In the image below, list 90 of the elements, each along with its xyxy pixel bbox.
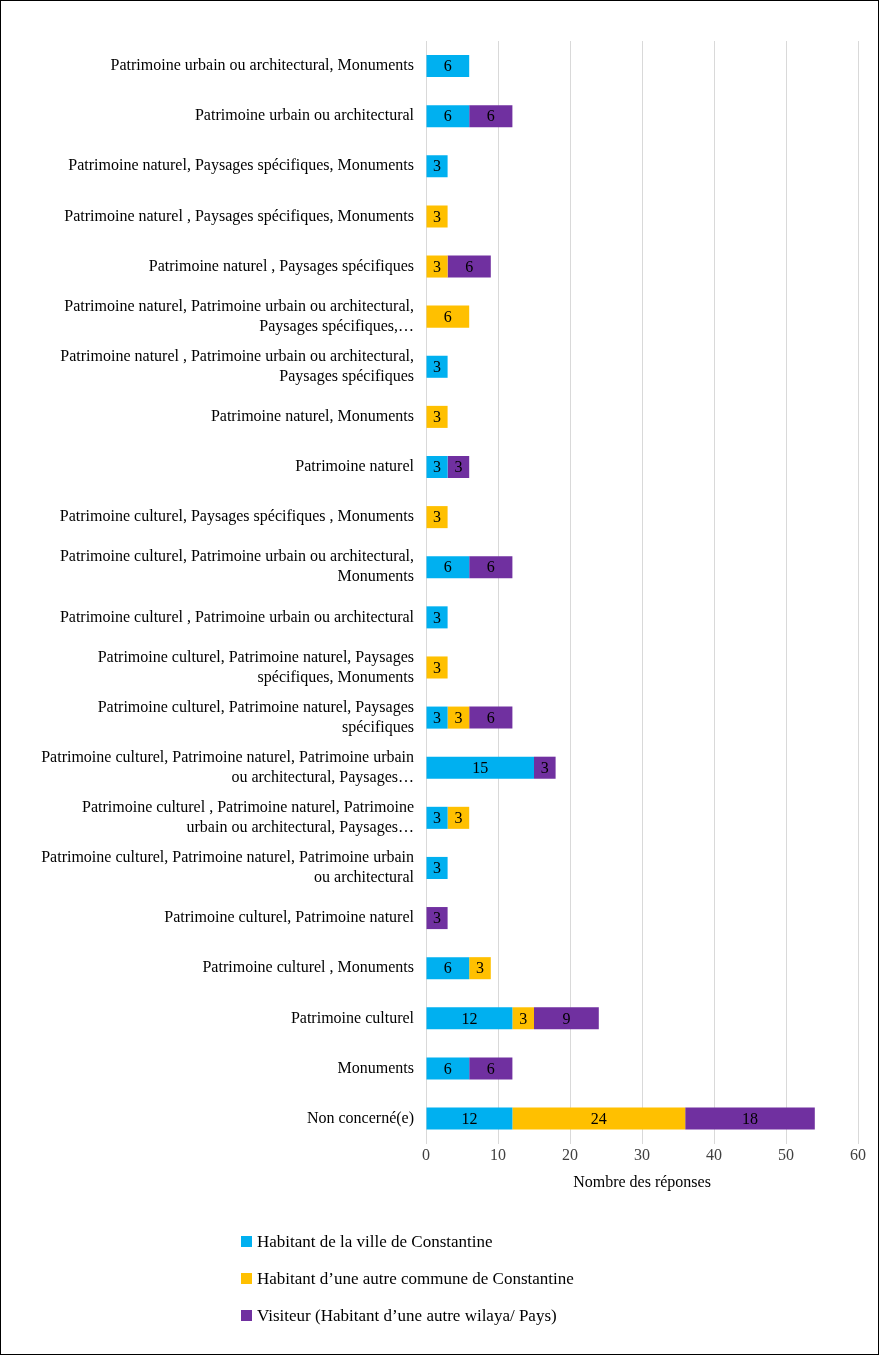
y-tick-label: Patrimoine naturel, Patrimoine urbain ou architectural, Paysages spécifiques,… — [64, 296, 414, 335]
data-label: 6 — [443, 57, 452, 75]
y-tick-label: Patrimoine culturel, Patrimoine naturel — [164, 908, 415, 926]
data-label: 6 — [443, 959, 452, 977]
bar — [469, 556, 513, 579]
x-tick-label: 10 — [490, 1146, 506, 1164]
data-label: 3 — [454, 708, 463, 726]
data-label: 9 — [562, 1009, 571, 1027]
y-tick-label: Non concerné(e) — [306, 1108, 414, 1127]
data-label: 3 — [476, 959, 484, 977]
data-label: 3 — [433, 207, 442, 225]
bar — [426, 305, 470, 328]
bar — [447, 255, 491, 278]
y-tick-label: Patrimoine culturel, Patrimoine naturel, Paysages spécifiques — [97, 697, 414, 736]
data-label: 6 — [486, 107, 495, 125]
bar — [534, 1007, 599, 1030]
data-label: 12 — [461, 1009, 478, 1027]
legend-label: Habitant de la ville de Constantine — [257, 1231, 493, 1252]
y-tick-label: Patrimoine culturel , Patrimoine urbain ou architectural — [59, 607, 415, 625]
bar — [469, 957, 491, 980]
bar — [426, 556, 470, 579]
bar — [469, 105, 513, 128]
y-tick-label: Patrimoine culturel, Paysages spécifiques , Monuments — [59, 507, 414, 526]
data-label: 3 — [433, 608, 442, 626]
data-label: 6 — [443, 558, 452, 576]
bar — [685, 1107, 815, 1130]
y-tick-label: Patrimoine culturel — [290, 1008, 415, 1026]
y-tick-label: Patrimoine naturel , Paysages spécifiques, Monuments — [64, 206, 414, 225]
y-tick-label: Patrimoine culturel, Patrimoine naturel, Paysages spécifiques, Monuments — [97, 647, 414, 686]
data-label: 6 — [443, 307, 452, 325]
data-label: 3 — [433, 458, 442, 476]
bar — [426, 105, 470, 128]
y-tick-label: Patrimoine culturel, Patrimoine naturel, Patrimoine urbain ou architectural, Paysages… — [41, 747, 414, 786]
bar — [512, 1007, 534, 1030]
data-label: 3 — [540, 758, 549, 776]
data-label: 3 — [433, 257, 442, 275]
bar — [426, 1007, 513, 1030]
y-tick-label: Patrimoine naturel, Monuments — [210, 407, 414, 425]
x-tick-label: 0 — [422, 1146, 430, 1164]
bar — [426, 756, 534, 779]
legend-label: Visiteur (Habitant d’une autre wilaya/ Pays) — [257, 1305, 557, 1326]
y-tick-label: Patrimoine culturel , Patrimoine naturel, Patrimoine urbain ou architectural, Paysages… — [82, 798, 414, 837]
data-label: 3 — [433, 508, 442, 526]
data-label: 3 — [433, 809, 442, 827]
data-label: 3 — [433, 909, 442, 927]
x-tick-label: 60 — [850, 1146, 866, 1164]
x-tick-label: 40 — [706, 1146, 722, 1164]
data-label: 6 — [465, 257, 474, 275]
x-axis-title: Nombre des réponses — [573, 1172, 711, 1191]
bar — [426, 55, 470, 78]
bar — [426, 1107, 513, 1130]
x-tick-label: 50 — [778, 1146, 794, 1164]
y-tick-label: Monuments — [337, 1058, 414, 1076]
x-tick-label: 20 — [562, 1146, 578, 1164]
data-label: 6 — [486, 1059, 495, 1077]
y-tick-label: Patrimoine urbain ou architectural — [194, 106, 415, 124]
data-label: 3 — [433, 658, 442, 676]
data-label: 18 — [742, 1109, 758, 1127]
bar — [534, 756, 556, 779]
bar — [426, 957, 470, 980]
bar — [426, 656, 448, 679]
y-tick-label: Patrimoine culturel , Monuments — [202, 958, 414, 976]
data-label: 3 — [433, 157, 442, 175]
data-label: 3 — [454, 458, 463, 476]
data-label: 3 — [519, 1009, 528, 1027]
y-tick-label: Patrimoine naturel , Paysages spécifiques — [148, 256, 414, 275]
y-tick-label: Patrimoine urbain ou architectural, Monuments — [110, 56, 414, 74]
data-label: 6 — [443, 1059, 452, 1077]
data-label: 3 — [433, 859, 442, 877]
bar — [469, 1057, 513, 1080]
y-tick-label: Patrimoine naturel, Paysages spécifiques, Monuments — [68, 156, 414, 175]
x-tick-label: 30 — [634, 1146, 650, 1164]
data-label: 6 — [486, 708, 495, 726]
legend-label: Habitant d’une autre commune de Constantine — [257, 1268, 574, 1289]
data-label: 6 — [443, 107, 452, 125]
y-tick-label: Patrimoine naturel , Patrimoine urbain ou architectural, Paysages spécifiques — [60, 346, 414, 385]
data-label: 3 — [454, 809, 463, 827]
data-label: 6 — [486, 558, 495, 576]
data-label: 12 — [461, 1109, 478, 1127]
bar — [426, 1057, 470, 1080]
data-label: 3 — [433, 357, 442, 375]
y-tick-label: Patrimoine culturel, Patrimoine naturel, Patrimoine urbain ou architectural — [41, 848, 415, 886]
data-label: 24 — [590, 1109, 607, 1127]
y-tick-label: Patrimoine naturel — [295, 457, 415, 475]
data-label: 3 — [433, 408, 442, 426]
bar — [512, 1107, 686, 1130]
bar — [469, 706, 513, 729]
y-tick-label: Patrimoine culturel, Patrimoine urbain ou architectural, Monuments — [59, 547, 414, 585]
data-label: 3 — [433, 708, 442, 726]
data-label: 15 — [472, 758, 489, 776]
